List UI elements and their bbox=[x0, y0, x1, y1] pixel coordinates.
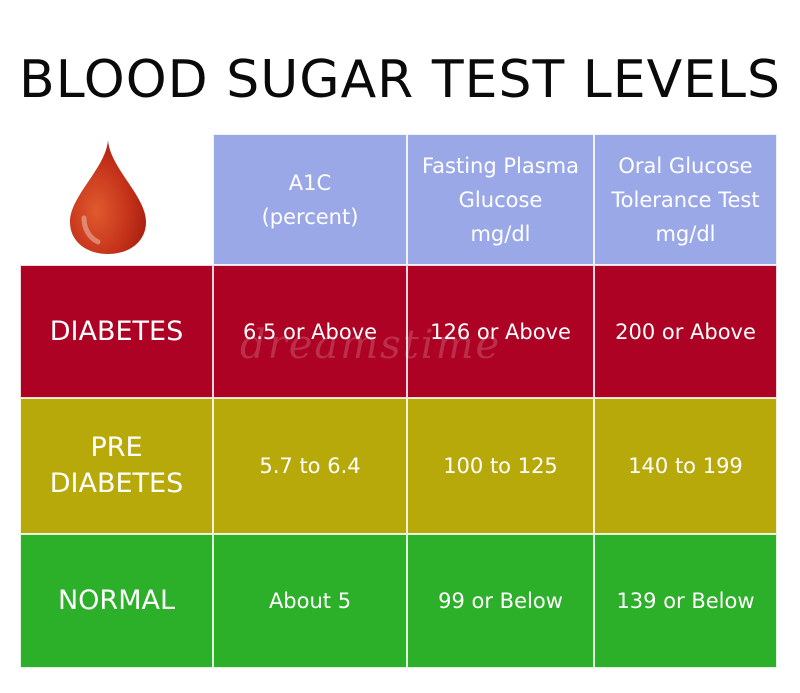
header-fasting-line3: mg/dl bbox=[470, 221, 531, 246]
row-label-prediabetes-line1: PRE bbox=[90, 432, 143, 463]
cell-normal-fasting: 99 or Below bbox=[407, 534, 594, 668]
cell-normal-oral: 139 or Below bbox=[594, 534, 777, 668]
cell-diabetes-fasting: 126 or Above bbox=[407, 265, 594, 398]
cell-prediabetes-a1c: 5.7 to 6.4 bbox=[213, 398, 407, 534]
cell-prediabetes-fasting: 100 to 125 bbox=[407, 398, 594, 534]
header-a1c: A1C (percent) bbox=[213, 134, 407, 265]
row-label-prediabetes: PRE DIABETES bbox=[20, 398, 213, 534]
header-a1c-line1: A1C bbox=[288, 170, 332, 195]
header-fasting-line1: Fasting Plasma bbox=[422, 153, 579, 178]
blood-drop-icon bbox=[70, 140, 146, 254]
cell-normal-a1c: About 5 bbox=[213, 534, 407, 668]
row-label-normal-text: NORMAL bbox=[57, 585, 176, 616]
header-fasting-line2: Glucose bbox=[458, 187, 543, 212]
header-oral: Oral Glucose Tolerance Test mg/dl bbox=[594, 134, 777, 265]
cell-diabetes-a1c: 6.5 or Above bbox=[213, 265, 407, 398]
row-label-normal: NORMAL bbox=[20, 534, 213, 668]
row-label-diabetes: DIABETES bbox=[20, 265, 213, 398]
header-a1c-line2: (percent) bbox=[261, 204, 359, 229]
header-oral-line3: mg/dl bbox=[655, 221, 716, 246]
row-label-prediabetes-line2: DIABETES bbox=[49, 468, 184, 499]
header-oral-line1: Oral Glucose bbox=[618, 153, 753, 178]
cell-prediabetes-oral: 140 to 199 bbox=[594, 398, 777, 534]
header-oral-line2: Tolerance Test bbox=[611, 187, 760, 212]
page-title: BLOOD SUGAR TEST LEVELS bbox=[19, 50, 781, 110]
row-label-diabetes-text: DIABETES bbox=[49, 315, 184, 347]
cell-diabetes-oral: 200 or Above bbox=[594, 265, 777, 398]
header-fasting: Fasting Plasma Glucose mg/dl bbox=[407, 134, 594, 265]
